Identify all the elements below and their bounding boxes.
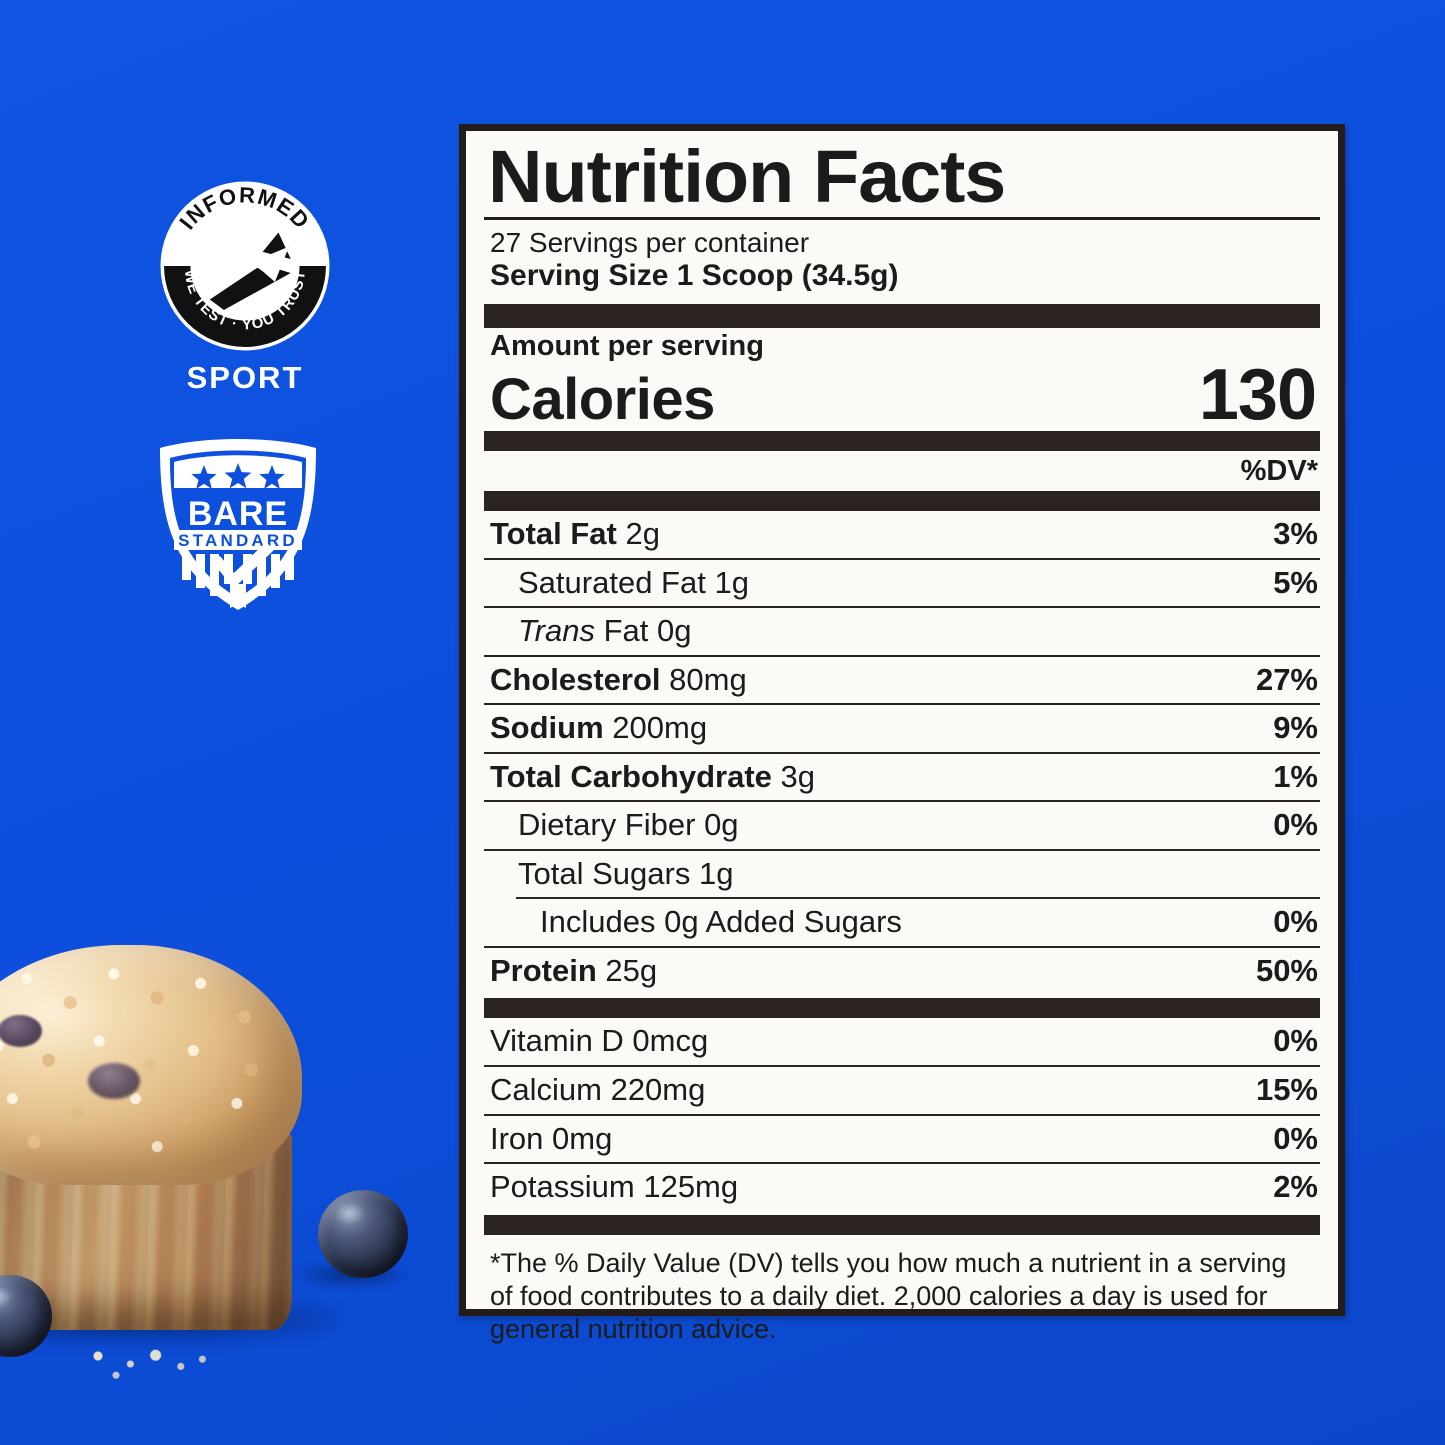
nutrient-label: Total Fat 2g xyxy=(490,516,660,551)
nutrient-dv: 2% xyxy=(1273,1169,1318,1205)
calories-label: Calories xyxy=(490,367,715,432)
row-divider xyxy=(484,1113,1320,1116)
nutrient-label: Vitamin D 0mcg xyxy=(490,1023,709,1059)
nutrient-amount: 3g xyxy=(780,758,816,794)
nutrient-dv: 0% xyxy=(1273,1120,1318,1156)
embedded-blueberry-icon xyxy=(88,1063,140,1099)
nutrient-amount: 2g xyxy=(625,516,660,551)
nutrient-row-iron: Iron 0mg 0% xyxy=(484,1116,1320,1163)
nutrient-row-cholesterol: Cholesterol 80mg 27% xyxy=(484,657,1320,704)
row-divider xyxy=(484,751,1320,754)
daily-value-footnote: *The % Daily Value (DV) tells you how mu… xyxy=(490,1247,1287,1344)
svg-text:BARE: BARE xyxy=(188,495,288,533)
nutrient-row-trans-fat: Trans Fat 0g xyxy=(484,608,1320,655)
trans-italic: Trans xyxy=(518,613,595,649)
nutrient-label: Iron 0mg xyxy=(490,1120,613,1156)
calories-top-bar xyxy=(484,303,1320,328)
blueberry-icon xyxy=(318,1190,408,1278)
nutrient-row-total-fat: Total Fat 2g 3% xyxy=(484,511,1320,558)
footnote-top-bar xyxy=(484,1214,1320,1235)
nutrient-row-added-sugars: Includes 0g Added Sugars 0% xyxy=(484,899,1320,946)
row-divider xyxy=(484,800,1320,803)
bare-standard-badge: BARE STANDARD xyxy=(152,432,324,614)
nutrition-facts-label: Nutrition Facts 27 Servings per containe… xyxy=(459,124,1345,1344)
nutrient-dv: 15% xyxy=(1255,1072,1318,1108)
nutrient-amount: 1g xyxy=(698,855,734,891)
nutrition-facts-title: Nutrition Facts xyxy=(488,135,1006,218)
nutrient-row-calcium: Calcium 220mg 15% xyxy=(484,1067,1320,1114)
informed-sport-logo-icon: INFORMED WE TEST · YOU TRUST xyxy=(157,178,333,354)
nutrient-row-sodium: Sodium 200mg 9% xyxy=(484,705,1320,752)
amount-per-serving-label: Amount per serving xyxy=(490,329,764,362)
title-rule xyxy=(484,217,1320,221)
calories-value: 130 xyxy=(1198,354,1317,435)
nutrient-label: Total Carbohydrate 3g xyxy=(490,758,816,794)
nutrient-amount: 25g xyxy=(605,952,658,988)
nutrient-row-total-sugars: Total Sugars 1g xyxy=(484,851,1320,898)
nutrient-amount: 200mg xyxy=(612,710,708,746)
row-divider xyxy=(484,557,1320,560)
nutrient-dv: 0% xyxy=(1273,1023,1318,1059)
nutrient-row-dietary-fiber: Dietary Fiber 0g 0% xyxy=(484,802,1320,849)
scattered-crumbs xyxy=(80,1348,260,1388)
svg-text:STANDARD: STANDARD xyxy=(178,531,298,550)
nutrient-dv: 50% xyxy=(1255,952,1318,988)
nutrient-amount: 1g xyxy=(714,564,749,600)
nutrient-row-potassium: Potassium 125mg 2% xyxy=(484,1164,1320,1211)
row-divider-indented xyxy=(516,897,1320,900)
row-divider xyxy=(484,1162,1320,1165)
informed-sport-wordmark: SPORT xyxy=(186,360,304,395)
nutrient-label: Protein 25g xyxy=(490,952,658,988)
nutrient-amount: 0g xyxy=(704,807,739,843)
nutrient-row-vitamin-d: Vitamin D 0mcg 0% xyxy=(484,1018,1320,1065)
row-divider xyxy=(484,703,1320,706)
nutrient-label: Potassium 125mg xyxy=(490,1169,739,1205)
nutrients-top-bar xyxy=(484,491,1320,511)
calories-row: Calories 130 xyxy=(490,354,1317,435)
nutrient-label: Trans Fat 0g xyxy=(518,613,692,649)
row-divider xyxy=(484,945,1320,948)
nutrient-row-total-carbohydrate: Total Carbohydrate 3g 1% xyxy=(484,754,1320,801)
nutrient-dv: 9% xyxy=(1273,710,1318,746)
nutrient-row-saturated-fat: Saturated Fat 1g 5% xyxy=(484,560,1320,607)
row-divider xyxy=(484,848,1320,851)
nutrient-row-protein: Protein 25g 50% xyxy=(484,948,1320,995)
muffin-photo xyxy=(0,915,360,1355)
embedded-blueberry-icon xyxy=(0,1015,42,1047)
nutrient-label: Total Sugars 1g xyxy=(518,855,734,891)
nutrient-label: Includes 0g Added Sugars xyxy=(540,904,902,940)
calories-bottom-bar xyxy=(484,431,1320,451)
daily-value-header: %DV* xyxy=(1240,455,1318,487)
nutrient-dv: 5% xyxy=(1273,564,1318,600)
nutrient-dv: 3% xyxy=(1273,516,1318,551)
streusel-crumbs xyxy=(0,945,302,1185)
serving-size: Serving Size 1 Scoop (34.5g) xyxy=(490,259,899,293)
muffin-streusel-top xyxy=(0,945,302,1185)
nutrient-label: Calcium 220mg xyxy=(490,1072,706,1108)
calories-block: Amount per serving Calories 130 xyxy=(484,328,1320,431)
nutrient-label: Sodium 200mg xyxy=(490,710,708,746)
nutrient-label: Dietary Fiber 0g xyxy=(518,807,739,843)
nutrient-amount: Fat 0g xyxy=(603,613,692,649)
row-divider xyxy=(484,654,1320,657)
nutrient-label: Cholesterol 80mg xyxy=(490,661,747,697)
nutrient-dv: 1% xyxy=(1273,758,1318,794)
nutrient-amount: 80mg xyxy=(669,661,747,697)
servings-per-container: 27 Servings per container xyxy=(490,227,810,259)
row-divider xyxy=(484,606,1320,609)
nutrient-label: Saturated Fat 1g xyxy=(518,564,749,600)
nutrient-dv: 0% xyxy=(1273,904,1318,940)
vitamins-top-bar xyxy=(484,998,1320,1019)
nutrient-dv: 27% xyxy=(1255,661,1318,697)
informed-sport-badge: INFORMED WE TEST · YOU TRUST SPORT xyxy=(157,178,333,396)
row-divider xyxy=(484,1065,1320,1068)
nutrient-dv: 0% xyxy=(1273,807,1318,843)
